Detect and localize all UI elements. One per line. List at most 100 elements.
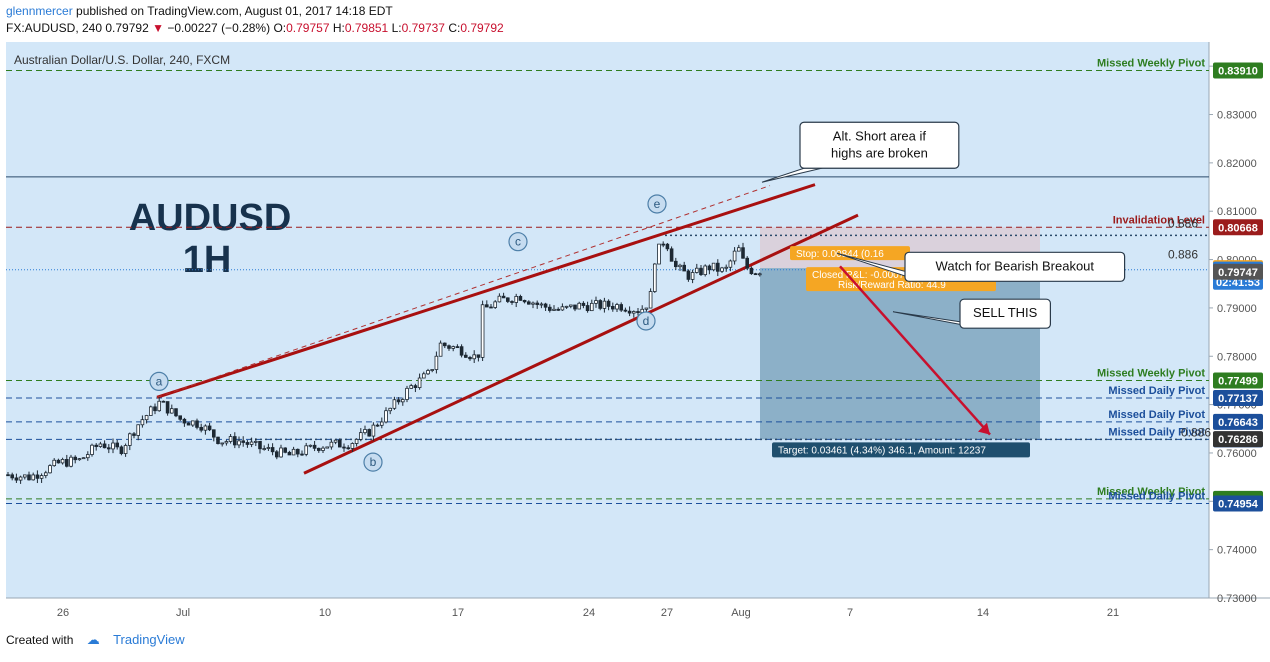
candle-body — [480, 304, 485, 358]
missed-daily-pivot-low-badge-label: 0.74954 — [1218, 499, 1259, 511]
candle-body — [123, 445, 128, 454]
missed-weekly-pivot-mid-badge — [1213, 372, 1263, 389]
callout-watch-text: Watch for Bearish Breakout — [936, 258, 1095, 273]
candle-body — [535, 302, 539, 305]
tradingview-logo-icon: ☁ — [86, 632, 100, 647]
missed-weekly-pivot-low-text: Missed Weekly Pivot — [1097, 486, 1205, 498]
candle-body — [619, 304, 623, 311]
candle-body — [611, 306, 615, 310]
x-tick-label: 14 — [977, 607, 989, 619]
candle-body — [510, 301, 514, 303]
candle-body — [148, 406, 153, 416]
wave-label-a: a — [156, 374, 163, 388]
candle-body — [674, 260, 678, 268]
candle-body — [165, 401, 170, 414]
candle-body — [463, 354, 468, 358]
candle-body — [35, 474, 40, 479]
candle-body — [581, 302, 586, 306]
candle-body — [644, 307, 649, 310]
candle-body — [468, 357, 472, 360]
target-label-box — [772, 442, 1030, 458]
candle-body — [648, 291, 653, 309]
wave-circle-c — [508, 232, 528, 252]
candle-body — [590, 302, 594, 312]
candle-body — [585, 305, 590, 312]
candle-body — [207, 425, 212, 431]
candle-body — [442, 342, 447, 347]
candle-body — [379, 421, 384, 426]
candle-body — [375, 424, 380, 427]
candle-body — [703, 265, 707, 276]
candle-body — [426, 370, 430, 375]
missed-daily-pivot-2-badge-label: 0.76643 — [1218, 417, 1258, 429]
callout-sell-box — [959, 298, 1052, 329]
candle-body — [653, 263, 657, 292]
wave-label-e: e — [654, 197, 661, 211]
candle-body — [220, 442, 225, 445]
open-label: O: — [273, 21, 287, 35]
callout-sell-text: SELL THIS — [973, 305, 1038, 320]
candle-body — [711, 262, 716, 271]
candle-body — [144, 415, 149, 421]
candle-body — [615, 304, 619, 310]
candle-body — [94, 444, 99, 447]
candle-body — [291, 448, 296, 456]
candle-body — [333, 439, 338, 443]
low-value: 0.79737 — [401, 21, 445, 35]
candle-body — [623, 309, 628, 312]
candle-body — [741, 247, 745, 259]
candle-body — [312, 444, 317, 449]
candle-body — [598, 300, 602, 309]
candle-body — [501, 295, 506, 299]
y-tick-label: 0.82000 — [1217, 158, 1257, 170]
candle-body — [18, 476, 23, 481]
candle-body — [346, 447, 350, 450]
close-label: C: — [448, 21, 461, 35]
high-value: 0.79851 — [344, 21, 389, 35]
down-arrow-icon: ▼ — [152, 21, 164, 35]
candle-body — [161, 400, 166, 403]
low-label: L: — [391, 21, 402, 35]
missed-weekly-pivot-mid-badge-label: 0.77499 — [1218, 375, 1258, 387]
candle-body — [237, 440, 241, 446]
candle-body — [52, 459, 56, 467]
candle-body — [594, 300, 598, 304]
wave-circle-a — [149, 371, 169, 392]
badge-target-label: 0.76286 — [1218, 434, 1258, 446]
candle-body — [14, 477, 19, 481]
candle-body — [484, 304, 489, 308]
y-tick-label: 0.83000 — [1217, 110, 1257, 122]
candle-body — [556, 308, 560, 311]
candle-body — [182, 418, 187, 424]
candle-body — [81, 457, 86, 460]
candle-body — [699, 267, 703, 276]
candle-body — [287, 451, 292, 456]
x-tick-label: 17 — [452, 607, 464, 619]
missed-daily-pivot-2-badge — [1213, 413, 1263, 430]
candle-body — [325, 446, 329, 449]
symbol: FX:AUDUSD, 240 — [6, 21, 103, 35]
tradingview-brand[interactable]: TradingView — [113, 632, 185, 647]
callout-watch-box — [904, 251, 1126, 282]
x-tick-label: Aug — [731, 607, 751, 619]
candle-body — [321, 447, 325, 451]
x-tick-label: 26 — [57, 607, 69, 619]
candle-body — [527, 301, 531, 305]
stop-label-box — [790, 246, 910, 261]
candle-body — [421, 373, 426, 379]
arrow-head-icon — [978, 422, 990, 435]
missed-daily-pivot-1-badge — [1213, 389, 1263, 406]
candle-body — [569, 304, 573, 307]
candle-body — [384, 410, 388, 423]
candle-body — [27, 474, 31, 481]
x-tick-label: 7 — [847, 607, 853, 619]
high-label: H: — [332, 21, 345, 35]
candle-body — [632, 311, 636, 314]
candle-body — [316, 447, 321, 451]
candle-body — [73, 456, 78, 461]
candle-body — [413, 385, 418, 388]
candle-body — [707, 265, 712, 271]
author-link[interactable]: glennmercer — [6, 4, 73, 18]
candle-body — [737, 247, 741, 252]
